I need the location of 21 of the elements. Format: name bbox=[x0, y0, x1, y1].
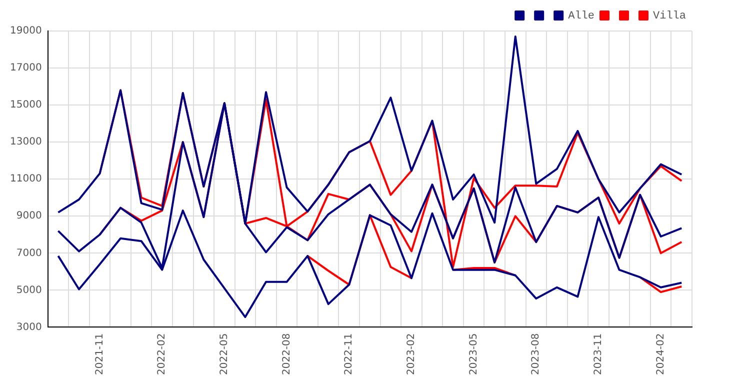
y-tick-label: 9000 bbox=[16, 210, 42, 222]
x-tick-label: 2022-05 bbox=[219, 333, 230, 376]
y-tick-label: 19000 bbox=[10, 26, 42, 37]
y-tick-label: 11000 bbox=[10, 174, 42, 185]
y-tick-label: 3000 bbox=[16, 322, 42, 333]
x-tick-label: 2022-02 bbox=[156, 333, 168, 376]
x-tick-label: 2021-11 bbox=[94, 333, 106, 376]
x-tick-label: 2022-08 bbox=[281, 333, 292, 376]
y-tick-label: 13000 bbox=[10, 136, 42, 148]
y-tick-label: 7000 bbox=[16, 248, 42, 259]
x-tick-label: 2023-05 bbox=[468, 333, 480, 376]
y-tick-label: 5000 bbox=[16, 284, 42, 296]
x-tick-label: 2023-11 bbox=[593, 333, 604, 376]
legend-label: Villa bbox=[652, 10, 686, 22]
y-tick-label: 15000 bbox=[10, 100, 42, 111]
x-tick-label: 2023-02 bbox=[406, 333, 418, 376]
x-tick-label: 2024-02 bbox=[655, 333, 666, 376]
x-tick-label: 2023-08 bbox=[530, 333, 542, 376]
y-tick-label: 17000 bbox=[10, 62, 42, 74]
x-tick-label: 2022-11 bbox=[344, 333, 355, 376]
legend-label: Alle bbox=[568, 10, 594, 22]
